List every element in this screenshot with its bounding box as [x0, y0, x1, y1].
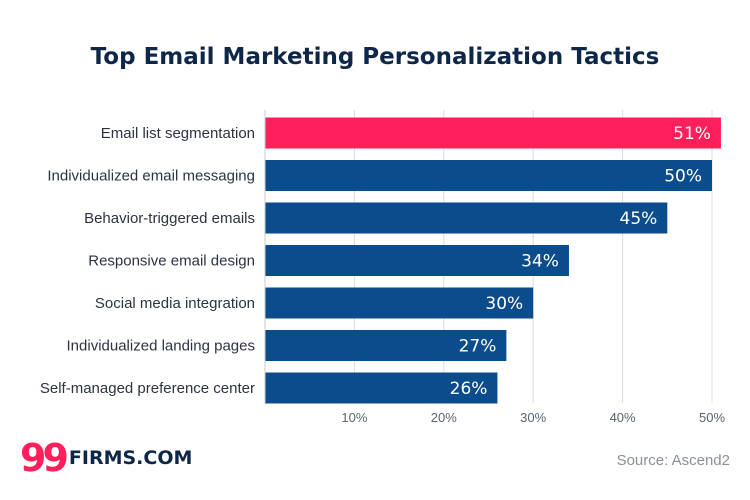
logo-mark: 99: [20, 436, 69, 480]
value-label: 26%: [450, 379, 488, 399]
bar: [265, 287, 534, 319]
category-label: Individualized email messaging: [47, 168, 255, 185]
value-label: 27%: [459, 337, 497, 357]
category-label: Social media integration: [95, 295, 255, 312]
x-tick-label: 20%: [431, 410, 457, 425]
source-note: Source: Ascend2: [616, 452, 730, 469]
x-tick-label: 30%: [520, 410, 546, 425]
category-label: Individualized landing pages: [67, 338, 255, 355]
category-label: Self-managed preference center: [40, 380, 255, 397]
category-label: Responsive email design: [88, 253, 255, 270]
bar: [265, 160, 712, 191]
x-tick-label: 40%: [610, 410, 636, 425]
value-label: 30%: [485, 294, 523, 314]
chart-title: Top Email Marketing Personalization Tact…: [90, 44, 660, 70]
bar-chart: Email list segmentation 51% Individualized…: [40, 110, 725, 425]
value-label: 34%: [521, 252, 559, 272]
value-label: 45%: [620, 209, 658, 229]
category-label: Behavior-triggered emails: [84, 210, 255, 227]
bar: [265, 330, 507, 361]
bar: [265, 202, 668, 234]
logo-text: FIRMS.COM: [68, 447, 193, 469]
bar: [265, 245, 569, 276]
x-tick-label: 50%: [699, 410, 725, 425]
logo: 99 FIRMS.COM: [20, 438, 192, 478]
category-label: Email list segmentation: [101, 125, 255, 142]
bar: [265, 372, 498, 404]
bar: [265, 117, 721, 149]
value-label: 51%: [673, 124, 711, 144]
x-tick-label: 10%: [341, 410, 367, 425]
value-label: 50%: [664, 167, 702, 187]
